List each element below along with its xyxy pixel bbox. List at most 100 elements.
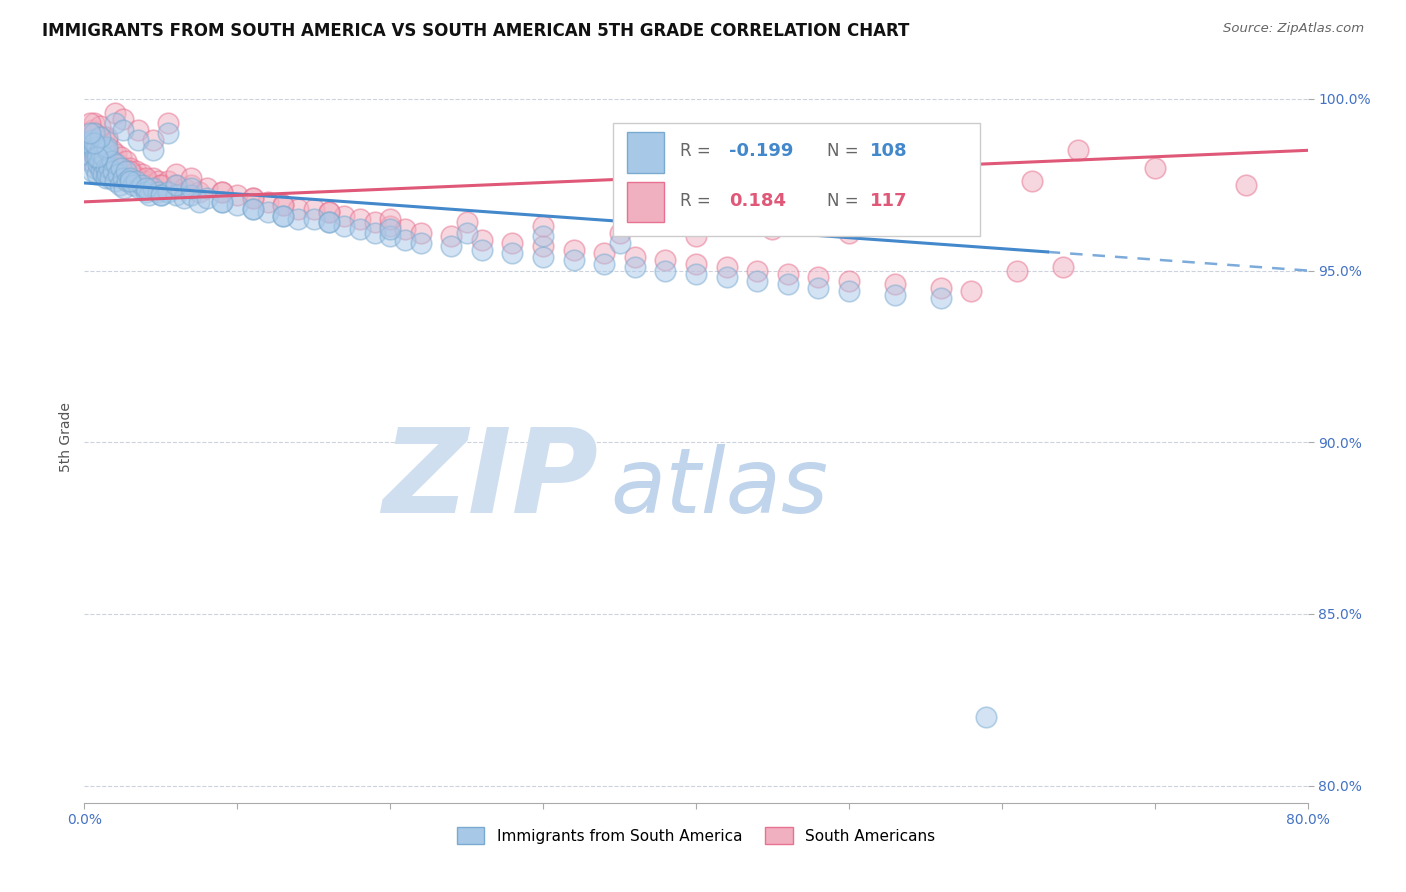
Point <box>131 178 153 192</box>
Point <box>142 170 165 185</box>
Point <box>685 267 707 281</box>
Point <box>180 181 202 195</box>
Point <box>165 188 187 202</box>
Point <box>114 164 136 178</box>
Point <box>90 153 112 168</box>
Point <box>807 281 830 295</box>
Point <box>115 164 138 178</box>
Point <box>624 260 647 274</box>
Point <box>120 174 142 188</box>
Point <box>80 153 103 168</box>
Point <box>83 126 105 140</box>
Point <box>142 144 165 158</box>
Point <box>83 126 105 140</box>
Point <box>271 198 294 212</box>
Point <box>128 181 150 195</box>
Point <box>80 164 103 178</box>
Point <box>120 170 142 185</box>
Point <box>80 122 103 136</box>
Point <box>107 167 129 181</box>
Point <box>394 222 416 236</box>
Point <box>226 198 249 212</box>
Point <box>1021 174 1043 188</box>
Point <box>89 129 111 144</box>
Point <box>685 229 707 244</box>
Point <box>97 150 120 164</box>
Point <box>135 170 157 185</box>
Point <box>93 129 115 144</box>
Point <box>409 235 432 250</box>
Point <box>318 205 340 219</box>
Point <box>157 116 180 130</box>
Text: 117: 117 <box>870 192 907 210</box>
Point <box>271 198 294 212</box>
Point <box>318 215 340 229</box>
Point <box>86 157 108 171</box>
Point <box>84 150 107 164</box>
Point <box>98 170 121 185</box>
Point <box>302 202 325 216</box>
Point <box>976 710 998 724</box>
Point <box>89 120 111 134</box>
Point <box>333 209 356 223</box>
Point <box>211 194 233 209</box>
Point <box>86 129 108 144</box>
Point <box>149 188 172 202</box>
Point <box>685 257 707 271</box>
Point <box>776 277 799 292</box>
Point <box>257 194 280 209</box>
Point <box>87 146 110 161</box>
Point <box>105 146 128 161</box>
Point <box>96 140 118 154</box>
Point <box>838 274 860 288</box>
Point <box>761 222 783 236</box>
Point <box>747 274 769 288</box>
Point <box>456 215 478 229</box>
Point <box>76 146 98 161</box>
Point <box>108 167 131 181</box>
Point <box>104 105 127 120</box>
Point <box>89 133 111 147</box>
Point <box>1067 144 1090 158</box>
Point <box>101 153 124 168</box>
Point <box>165 178 187 192</box>
Point <box>173 181 195 195</box>
Point <box>146 174 169 188</box>
Point <box>242 191 264 205</box>
Point <box>76 136 98 151</box>
Point <box>165 178 187 192</box>
Point <box>111 112 134 127</box>
Text: R =: R = <box>681 192 716 210</box>
Point <box>86 167 108 181</box>
Point <box>188 194 211 209</box>
Point <box>104 164 127 178</box>
Text: N =: N = <box>827 142 863 160</box>
Point <box>609 235 631 250</box>
Point <box>349 212 371 227</box>
Point <box>84 161 107 175</box>
Point <box>195 181 218 195</box>
Point <box>531 250 554 264</box>
Point <box>96 144 118 158</box>
Point <box>122 178 145 192</box>
Point <box>1052 260 1074 274</box>
Point <box>776 267 799 281</box>
Point <box>349 222 371 236</box>
Point <box>195 191 218 205</box>
Point <box>180 170 202 185</box>
Point <box>103 164 125 178</box>
Point <box>90 146 112 161</box>
Point <box>287 212 309 227</box>
Point <box>79 144 101 158</box>
Point <box>96 157 118 171</box>
Point <box>91 157 114 171</box>
Point <box>112 181 135 195</box>
Point <box>593 257 616 271</box>
Point <box>111 161 134 175</box>
Point <box>105 157 128 171</box>
Point <box>89 144 111 158</box>
Text: atlas: atlas <box>610 444 828 533</box>
Point <box>107 157 129 171</box>
Point <box>135 174 157 188</box>
Point <box>593 246 616 260</box>
